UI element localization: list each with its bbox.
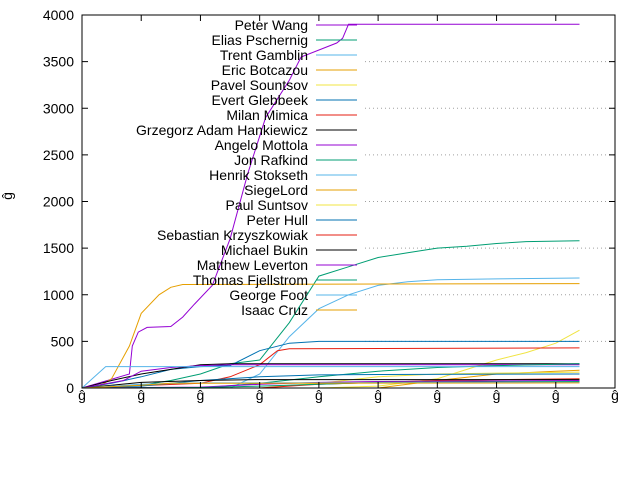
axes: 0 500 1000 1500 2000 2500 3000 3500 4000 ĝ ĝ ĝ ĝ ĝ ĝ ĝ ĝ…: [43, 7, 619, 403]
x-tick-label: ĝ: [374, 387, 382, 403]
legend-label: SiegeLord: [244, 182, 308, 198]
y-tick-label: 3000: [43, 100, 74, 116]
x-tick-label: ĝ: [611, 387, 619, 403]
legend-label: Jon Rafkind: [234, 152, 308, 168]
y-tick-label: 500: [51, 333, 75, 349]
y-tick-label: 1500: [43, 240, 74, 256]
y-tick-label: 2500: [43, 147, 74, 163]
y-tick-label: 0: [66, 380, 74, 396]
series-line: [81, 366, 580, 389]
x-tick-label: ĝ: [197, 387, 205, 403]
legend-label: Peter Hull: [247, 212, 308, 228]
x-tick-label: ĝ: [315, 387, 323, 403]
legend-label: Peter Wang: [235, 17, 308, 33]
y-tick-label: 2000: [43, 194, 74, 210]
gridlines: [365, 61, 615, 342]
x-tick-label: ĝ: [256, 387, 264, 403]
y-tick-label: 3500: [43, 54, 74, 70]
legend-label: Eric Botcazou: [222, 62, 308, 78]
series-line: [81, 240, 580, 389]
legend-label: Paul Suntsov: [226, 197, 309, 213]
legend-label: Henrik Stokseth: [209, 167, 308, 183]
legend-label: Matthew Leverton: [197, 257, 308, 273]
x-tick-label: ĝ: [552, 387, 560, 403]
legend-label: Sebastian Krzyszkowiak: [157, 227, 309, 243]
legend-label: Isaac Cruz: [241, 302, 308, 318]
legend-label: George Foot: [229, 287, 308, 303]
series-line: [81, 283, 580, 389]
legend-label: Angelo Mottola: [215, 137, 309, 153]
series-line: [81, 379, 580, 389]
x-tick-label: ĝ: [78, 387, 86, 403]
x-tick-label: ĝ: [137, 387, 145, 403]
x-tick-label: ĝ: [493, 387, 501, 403]
x-tick-label: ĝ: [433, 387, 441, 403]
y-axis-label: ĝ: [0, 192, 15, 200]
y-tick-label: 1000: [43, 287, 74, 303]
series-lines: [81, 23, 580, 389]
legend-label: Trent Gamblin: [220, 47, 308, 63]
legend-label: Thomas Fjellstrom: [193, 272, 308, 288]
legend-label: Michael Bukin: [221, 242, 308, 258]
legend-label: Elias Pschernig: [212, 32, 309, 48]
y-tick-label: 4000: [43, 7, 74, 23]
legend-label: Grzegorz Adam Hankiewicz: [136, 122, 308, 138]
legend-label: Evert Glebbeek: [212, 92, 309, 108]
series-line: [81, 363, 580, 389]
legend-label: Milan Mimica: [226, 107, 308, 123]
series-line: [81, 364, 580, 389]
plot-frame: [81, 14, 616, 389]
series-line: [81, 382, 580, 389]
series-line: [81, 23, 580, 389]
legend-label: Pavel Sountsov: [211, 77, 308, 93]
